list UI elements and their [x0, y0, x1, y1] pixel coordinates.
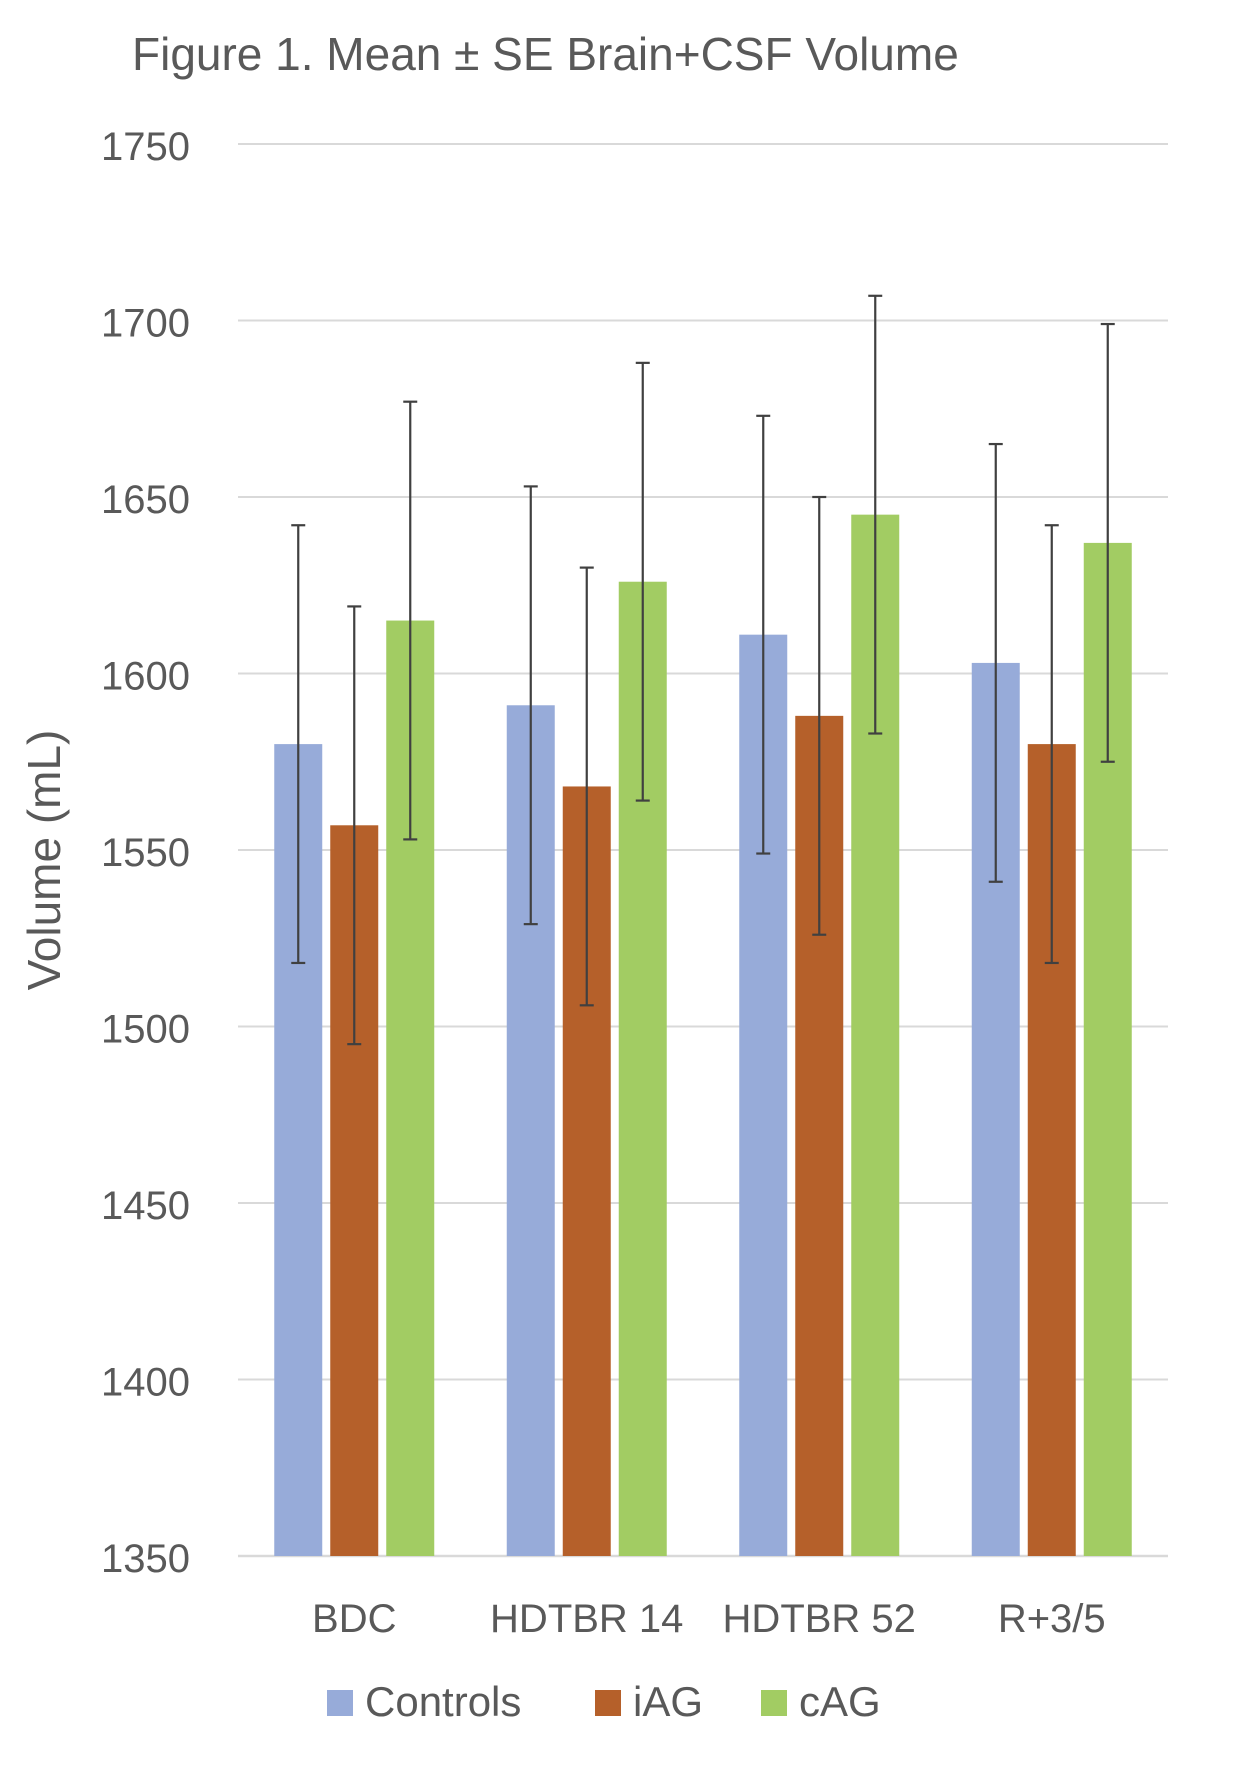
- legend-swatch: [761, 1690, 787, 1716]
- y-tick-label: 1350: [101, 1537, 190, 1581]
- error-bar: [291, 524, 306, 965]
- legend-label: Controls: [365, 1678, 521, 1725]
- x-tick-label: HDTBR 14: [490, 1597, 683, 1641]
- y-tick-label: 1550: [101, 831, 190, 875]
- legend-item-cag: cAG: [761, 1678, 881, 1725]
- y-tick-label: 1650: [101, 478, 190, 522]
- error-bar: [347, 605, 362, 1046]
- error-bar: [988, 442, 1003, 883]
- error-bar: [635, 361, 650, 802]
- legend: Controls iAG cAG: [327, 1678, 881, 1725]
- legend-label: iAG: [633, 1678, 703, 1725]
- y-tick-label: 1450: [101, 1184, 190, 1228]
- y-tick-label: 1400: [101, 1361, 190, 1405]
- legend-label: cAG: [799, 1678, 881, 1725]
- legend-item-controls: Controls: [327, 1678, 521, 1725]
- error-bar: [523, 485, 538, 926]
- legend-item-iag: iAG: [595, 1678, 703, 1725]
- bars: [274, 514, 1132, 1556]
- y-tick-label: 1750: [101, 125, 190, 169]
- y-tick-label: 1700: [101, 302, 190, 346]
- y-tick-labels: 1350 1400 1450 1500 1550 1600 1650 1700 1750: [101, 125, 190, 1581]
- error-bars: [291, 294, 1115, 1046]
- x-tick-label: HDTBR 52: [723, 1597, 916, 1641]
- error-bar: [403, 400, 418, 841]
- error-bar: [1100, 322, 1115, 763]
- error-bar: [579, 566, 594, 1007]
- x-tick-label: R+3/5: [998, 1597, 1106, 1641]
- x-tick-label: BDC: [312, 1597, 396, 1641]
- y-tick-label: 1500: [101, 1008, 190, 1052]
- legend-swatch: [595, 1690, 621, 1716]
- y-tick-label: 1600: [101, 655, 190, 699]
- error-bar: [756, 414, 771, 855]
- x-tick-labels: BDC HDTBR 14 HDTBR 52 R+3/5: [312, 1597, 1106, 1641]
- y-axis-label: Volume (mL): [18, 730, 70, 991]
- legend-swatch: [327, 1690, 353, 1716]
- error-bar: [1044, 524, 1059, 965]
- error-bar: [812, 495, 827, 936]
- error-bar: [868, 294, 883, 735]
- chart-title: Figure 1. Mean ± SE Brain+CSF Volume: [132, 28, 959, 80]
